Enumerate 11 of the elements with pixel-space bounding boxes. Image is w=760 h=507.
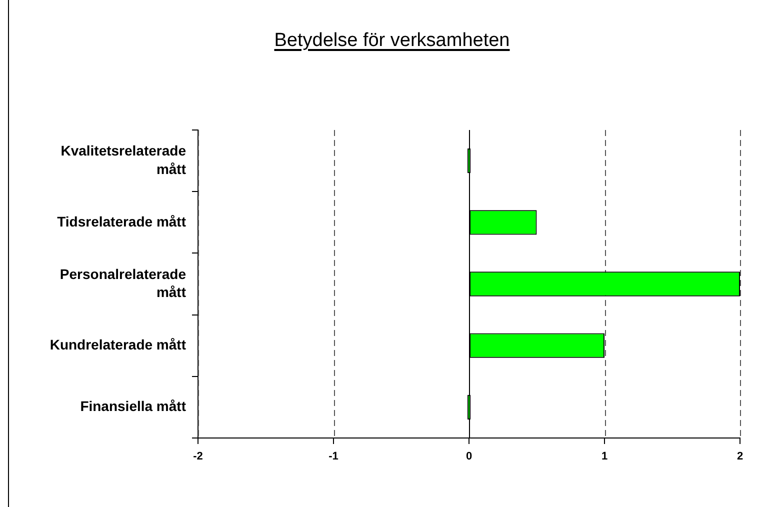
x-tick-label: -1 bbox=[328, 450, 338, 463]
x-tick-label: 0 bbox=[466, 450, 472, 463]
x-tick-label: 2 bbox=[736, 450, 744, 463]
chart-title: Betydelse för verksamheten bbox=[274, 30, 510, 51]
y-tick-label: Tidsrelaterade mått bbox=[57, 213, 186, 230]
x-tick-label: -2 bbox=[193, 450, 203, 463]
y-tick-label: Finansiella mått bbox=[80, 398, 186, 414]
x-tick-label: 1 bbox=[601, 450, 608, 463]
y-tick-label: Kvalitetsrelaterade mått bbox=[60, 142, 186, 177]
y-tick-label: Personalrelaterade mått bbox=[60, 266, 186, 300]
y-tick-label: Kundrelaterade mått bbox=[50, 336, 186, 352]
